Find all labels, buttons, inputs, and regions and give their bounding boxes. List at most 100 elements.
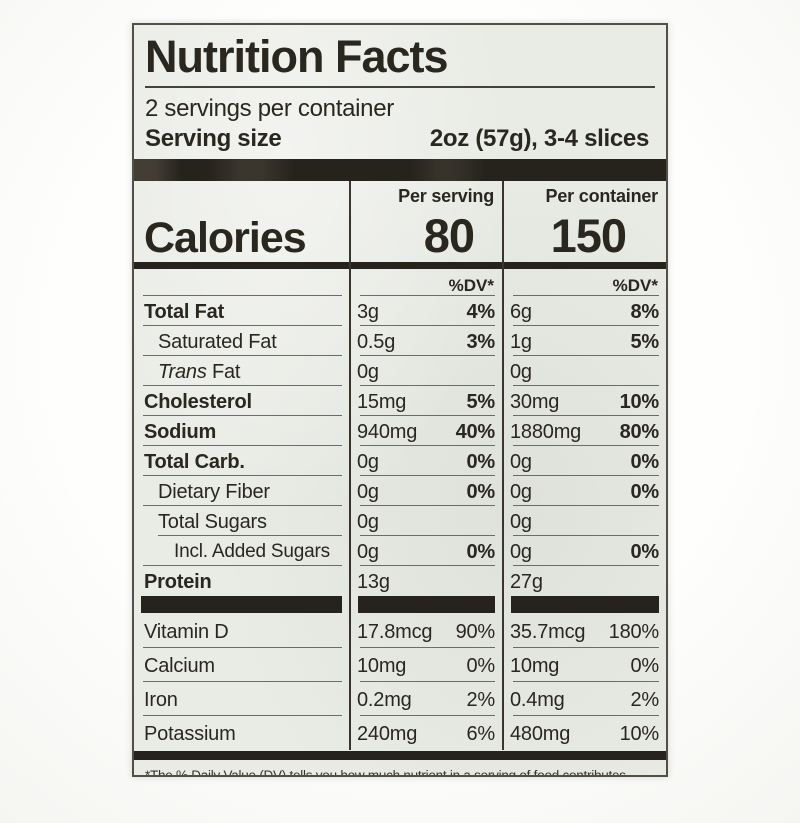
per-container-header: Per container [545, 185, 659, 206]
nutrient-name: Iron [134, 681, 351, 716]
calories-per-serving-cell: Per serving 80 [351, 180, 504, 269]
per-serving-cell: 10mg 0% [351, 647, 504, 682]
vitamin-row-iron: Iron 0.2mg 2% 0.4mg 2% [134, 681, 666, 716]
nutrient-row-cholesterol: Cholesterol 15mg 5% 30mg 10% [134, 385, 666, 416]
per-container-cell: 30mg 10% [504, 386, 666, 416]
daily-value: 0% [466, 540, 495, 563]
vitamin-row-vitamin-d: Vitamin D 17.8mcg 90% 35.7mcg 180% [134, 613, 666, 648]
calories-per-serving-value: 80 [423, 209, 475, 263]
daily-value: 0% [630, 540, 659, 563]
amount: 6g [510, 300, 532, 323]
per-serving-cell: 0g 0% [351, 535, 504, 566]
daily-value: 180% [608, 620, 660, 643]
daily-value: 8% [630, 300, 659, 323]
nutrient-row-trans-fat: Trans Fat 0g 0g [134, 355, 666, 386]
daily-value: 80% [619, 420, 660, 443]
bar-segment [504, 595, 666, 614]
per-container-cell: 1g 5% [504, 326, 666, 356]
amount: 3g [357, 300, 379, 323]
per-serving-cell: 0.2mg 2% [351, 681, 504, 716]
nutrition-facts-label: Nutrition Facts 2 servings per container… [132, 23, 668, 777]
per-container-cell: 1880mg 80% [504, 416, 666, 446]
amount: 480mg [510, 722, 571, 745]
per-serving-cell: 0g 0% [351, 475, 504, 506]
per-serving-cell: 13g [351, 565, 504, 596]
amount: 10mg [510, 654, 560, 677]
amount: 35.7mcg [510, 620, 586, 643]
per-container-cell: 27g [504, 566, 666, 596]
dv-header-per-serving: %DV* [351, 268, 504, 296]
nutrient-name: Incl. Added Sugars [134, 535, 351, 566]
amount: 0.4mg [510, 688, 565, 711]
per-container-cell: 0.4mg 2% [504, 682, 666, 716]
vitamin-row-calcium: Calcium 10mg 0% 10mg 0% [134, 647, 666, 682]
nutrient-name-rest: Fat [206, 360, 241, 383]
bar-fill [141, 595, 342, 613]
daily-value: 0% [630, 450, 659, 473]
amount: 0g [510, 510, 532, 533]
nutrient-name: Cholesterol [134, 385, 351, 416]
per-container-cell: 0g 0% [504, 536, 666, 566]
nutrient-row-total-fat: Total Fat 3g 4% 6g 8% [134, 295, 666, 326]
amount: 240mg [357, 722, 418, 745]
bar-segment [134, 595, 351, 614]
daily-value: 40% [455, 420, 496, 443]
amount: 27g [510, 570, 543, 593]
serving-size-value: 2oz (57g), 3-4 slices [429, 124, 649, 152]
per-serving-header: Per serving [398, 185, 494, 206]
nutrient-row-dietary-fiber: Dietary Fiber 0g 0% 0g 0% [134, 475, 666, 506]
calories-per-container-cell: Per container 150 [504, 181, 666, 269]
per-container-cell: 0g [504, 506, 666, 536]
calories-rule [351, 261, 502, 269]
nutrient-row-added-sugars: Incl. Added Sugars 0g 0% 0g 0% [134, 535, 666, 566]
per-serving-cell: 0.5g 3% [351, 325, 504, 356]
bar-fill [358, 595, 495, 613]
per-serving-cell: 15mg 5% [351, 385, 504, 416]
nutrient-name: Trans Fat [134, 355, 351, 386]
amount: 0g [510, 480, 532, 503]
amount: 0g [357, 450, 379, 473]
per-serving-cell: 0g 0% [351, 445, 504, 476]
amount: 13g [357, 570, 390, 593]
label-title: Nutrition Facts [145, 31, 449, 82]
nutrient-name: Protein [134, 565, 351, 596]
per-serving-cell: 0g [351, 355, 504, 386]
amount: 940mg [357, 420, 418, 443]
nutrient-row-total-sugars: Total Sugars 0g 0g [134, 505, 666, 536]
amount: 10mg [357, 654, 407, 677]
nutrient-name: Total Sugars [134, 505, 351, 536]
per-serving-cell: 240mg 6% [351, 715, 504, 750]
daily-value: 0% [466, 450, 495, 473]
nutrient-name: Sodium [134, 415, 351, 446]
nutrient-name: Calcium [134, 647, 351, 682]
nutrient-name: Dietary Fiber [134, 475, 351, 506]
daily-value: 6% [466, 722, 495, 745]
nutrient-row-total-carb: Total Carb. 0g 0% 0g 0% [134, 445, 666, 476]
amount: 0g [510, 360, 532, 383]
amount: 0g [510, 540, 532, 563]
amount: 30mg [510, 390, 560, 413]
calories-rule [134, 261, 349, 269]
nutrient-row-protein: Protein 13g 27g [134, 565, 666, 596]
amount: 0g [357, 360, 379, 383]
amount: 0g [357, 480, 379, 503]
nutrient-row-sodium: Sodium 940mg 40% 1880mg 80% [134, 415, 666, 446]
calories-label: Calories [144, 213, 307, 262]
per-container-cell: 0g [504, 356, 666, 386]
amount: 15mg [357, 390, 407, 413]
thick-divider-bar-middle [134, 595, 666, 614]
amount: 1880mg [510, 420, 582, 443]
bar-segment [351, 595, 504, 614]
per-container-cell: 480mg 10% [504, 716, 666, 750]
nutrient-name-italic: Trans [158, 360, 207, 383]
daily-value: 0% [630, 480, 659, 503]
per-serving-cell: 17.8mcg 90% [351, 613, 504, 648]
thick-divider-bar-top [134, 158, 666, 181]
per-container-cell: 10mg 0% [504, 648, 666, 682]
amount: 0.5g [357, 330, 396, 353]
per-serving-cell: 3g 4% [351, 295, 504, 326]
daily-value: 3% [466, 330, 495, 353]
per-serving-cell: 0g [351, 505, 504, 536]
daily-value: 10% [619, 390, 660, 413]
amount: 0g [357, 540, 379, 563]
